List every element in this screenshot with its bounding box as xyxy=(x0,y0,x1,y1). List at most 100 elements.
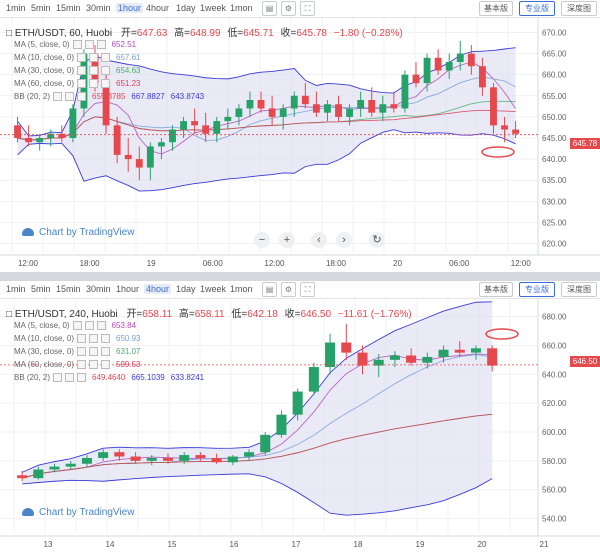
chart-panel-4h[interactable]: 1min 5min 15min 30min 1hour 4hour 1day 1… xyxy=(0,281,600,553)
eye-icon[interactable] xyxy=(77,334,87,344)
eye-icon[interactable] xyxy=(72,40,82,50)
indicator-legend-row[interactable]: MA (5, close, 0) 652.51 xyxy=(14,40,136,50)
settings-icon[interactable] xyxy=(89,79,99,89)
tf-5min[interactable]: 5min xyxy=(31,3,51,13)
tf-1day[interactable]: 1day xyxy=(176,3,196,13)
candle-body xyxy=(211,457,222,463)
candle xyxy=(17,470,28,482)
eye-icon[interactable] xyxy=(72,321,82,331)
close-icon[interactable] xyxy=(101,66,111,76)
chart-panel-1h[interactable]: 1min 5min 15min 30min 1hour 4hour 1day 1… xyxy=(0,0,600,272)
tf-5min[interactable]: 5min xyxy=(31,284,51,294)
indicator-legend-row[interactable]: MA (10, close, 0) 657.61 xyxy=(14,53,141,63)
zoom-out-button[interactable]: − xyxy=(254,232,270,248)
indicator-icon[interactable]: ▤ xyxy=(262,282,277,297)
close-icon[interactable] xyxy=(96,321,106,331)
close-icon[interactable] xyxy=(101,334,111,344)
tf-15min[interactable]: 15min xyxy=(56,284,81,294)
candle-body xyxy=(357,100,365,109)
close-icon[interactable] xyxy=(101,347,111,357)
tf-1min[interactable]: 1min xyxy=(6,284,26,294)
fullscreen-icon[interactable]: ⛶ xyxy=(300,282,315,297)
candle xyxy=(268,95,276,126)
indicator-icon[interactable]: ▤ xyxy=(262,1,277,16)
tf-4hour[interactable]: 4hour xyxy=(146,3,170,13)
candle xyxy=(14,116,21,143)
settings-icon[interactable] xyxy=(89,53,99,63)
scroll-right-button[interactable]: › xyxy=(336,232,352,248)
last-price-label: 645.78 xyxy=(570,138,600,149)
tf-1min[interactable]: 1min xyxy=(6,3,26,13)
tf-1week[interactable]: 1week xyxy=(200,3,227,13)
indicator-legend-row[interactable]: BB (20, 2) 649.4640 665.1039 633.8241 xyxy=(14,373,204,383)
candle-body xyxy=(157,142,165,147)
reset-chart-button[interactable]: ↻ xyxy=(369,232,385,248)
tf-1hour[interactable]: 1hour xyxy=(116,284,140,294)
close-icon[interactable] xyxy=(101,360,111,370)
close-icon[interactable] xyxy=(101,53,111,63)
settings-icon[interactable] xyxy=(89,347,99,357)
tf-30min[interactable]: 30min xyxy=(86,3,111,13)
tf-15min[interactable]: 15min xyxy=(56,3,81,13)
indicator-legend-row[interactable]: MA (10, close, 0) 650.93 xyxy=(14,334,141,344)
settings-icon[interactable] xyxy=(84,40,94,50)
scroll-left-button[interactable]: ‹ xyxy=(311,232,327,248)
depth-view-button[interactable]: 深度图 xyxy=(561,1,597,16)
close-icon[interactable] xyxy=(77,92,87,102)
indicator-legend-row[interactable]: MA (60, close, 0) 651.23 xyxy=(14,79,141,89)
tf-1week[interactable]: 1week xyxy=(200,284,227,294)
tradingview-watermark[interactable]: Chart by TradingView xyxy=(22,227,134,238)
zoom-in-button[interactable]: + xyxy=(279,232,295,248)
candle xyxy=(135,146,143,181)
indicator-legend-row[interactable]: MA (60, close, 0) 599.53 xyxy=(14,360,141,370)
candle-body xyxy=(454,349,465,353)
settings-icon[interactable] xyxy=(89,360,99,370)
indicator-legend-row[interactable]: MA (5, close, 0) 653.84 xyxy=(14,321,136,331)
indicator-legend-row[interactable]: MA (30, close, 0) 654.63 xyxy=(14,66,141,76)
candle xyxy=(235,104,243,126)
candlestick-chart-4h[interactable]: 680.00 660.00 640.00 620.00 600.00 580.00 560.… xyxy=(0,281,600,553)
candle xyxy=(379,95,387,122)
candle-body xyxy=(279,108,287,117)
indicator-value: 667.8827 xyxy=(131,92,165,101)
eye-icon[interactable] xyxy=(77,347,87,357)
eye-icon[interactable] xyxy=(77,360,87,370)
basic-view-button[interactable]: 基本版 xyxy=(479,1,513,16)
eye-icon[interactable] xyxy=(77,53,87,63)
settings-icon[interactable] xyxy=(65,92,75,102)
indicator-legend-row[interactable]: MA (30, close, 0) 631.07 xyxy=(14,347,141,357)
candle xyxy=(308,362,319,395)
settings-icon[interactable]: ⚙ xyxy=(281,282,296,297)
eye-icon[interactable] xyxy=(77,66,87,76)
settings-icon[interactable]: ⚙ xyxy=(281,1,296,16)
fullscreen-icon[interactable]: ⛶ xyxy=(300,1,315,16)
basic-view-button[interactable]: 基本版 xyxy=(479,282,513,297)
close-icon[interactable] xyxy=(77,373,87,383)
pro-view-button[interactable]: 专业版 xyxy=(519,282,555,297)
candle xyxy=(422,352,433,369)
candlestick-chart-1h[interactable]: 670.00 665.00 660.00 655.00 650.00 645.00 640.… xyxy=(0,0,600,272)
candle xyxy=(487,345,498,372)
tf-1mon[interactable]: 1mon xyxy=(230,3,253,13)
eye-icon[interactable] xyxy=(53,92,63,102)
settings-icon[interactable] xyxy=(89,334,99,344)
settings-icon[interactable] xyxy=(65,373,75,383)
eye-icon[interactable] xyxy=(77,79,87,89)
settings-icon[interactable] xyxy=(84,321,94,331)
tf-1day[interactable]: 1day xyxy=(176,284,196,294)
tf-1hour[interactable]: 1hour xyxy=(116,3,144,13)
close-icon[interactable] xyxy=(96,40,106,50)
tf-4hour[interactable]: 4hour xyxy=(144,284,172,294)
candle xyxy=(390,91,398,113)
tf-1mon[interactable]: 1mon xyxy=(230,284,253,294)
pro-view-button[interactable]: 专业版 xyxy=(519,1,555,16)
close-icon[interactable] xyxy=(101,79,111,89)
depth-view-button[interactable]: 深度图 xyxy=(561,282,597,297)
ma-5-line xyxy=(17,61,516,155)
tradingview-watermark[interactable]: Chart by TradingView xyxy=(22,507,134,518)
tf-30min[interactable]: 30min xyxy=(86,284,111,294)
candle-body xyxy=(33,469,44,479)
indicator-legend-row[interactable]: BB (20, 2) 655.8785 667.8827 643.8743 xyxy=(14,92,204,102)
eye-icon[interactable] xyxy=(53,373,63,383)
settings-icon[interactable] xyxy=(89,66,99,76)
